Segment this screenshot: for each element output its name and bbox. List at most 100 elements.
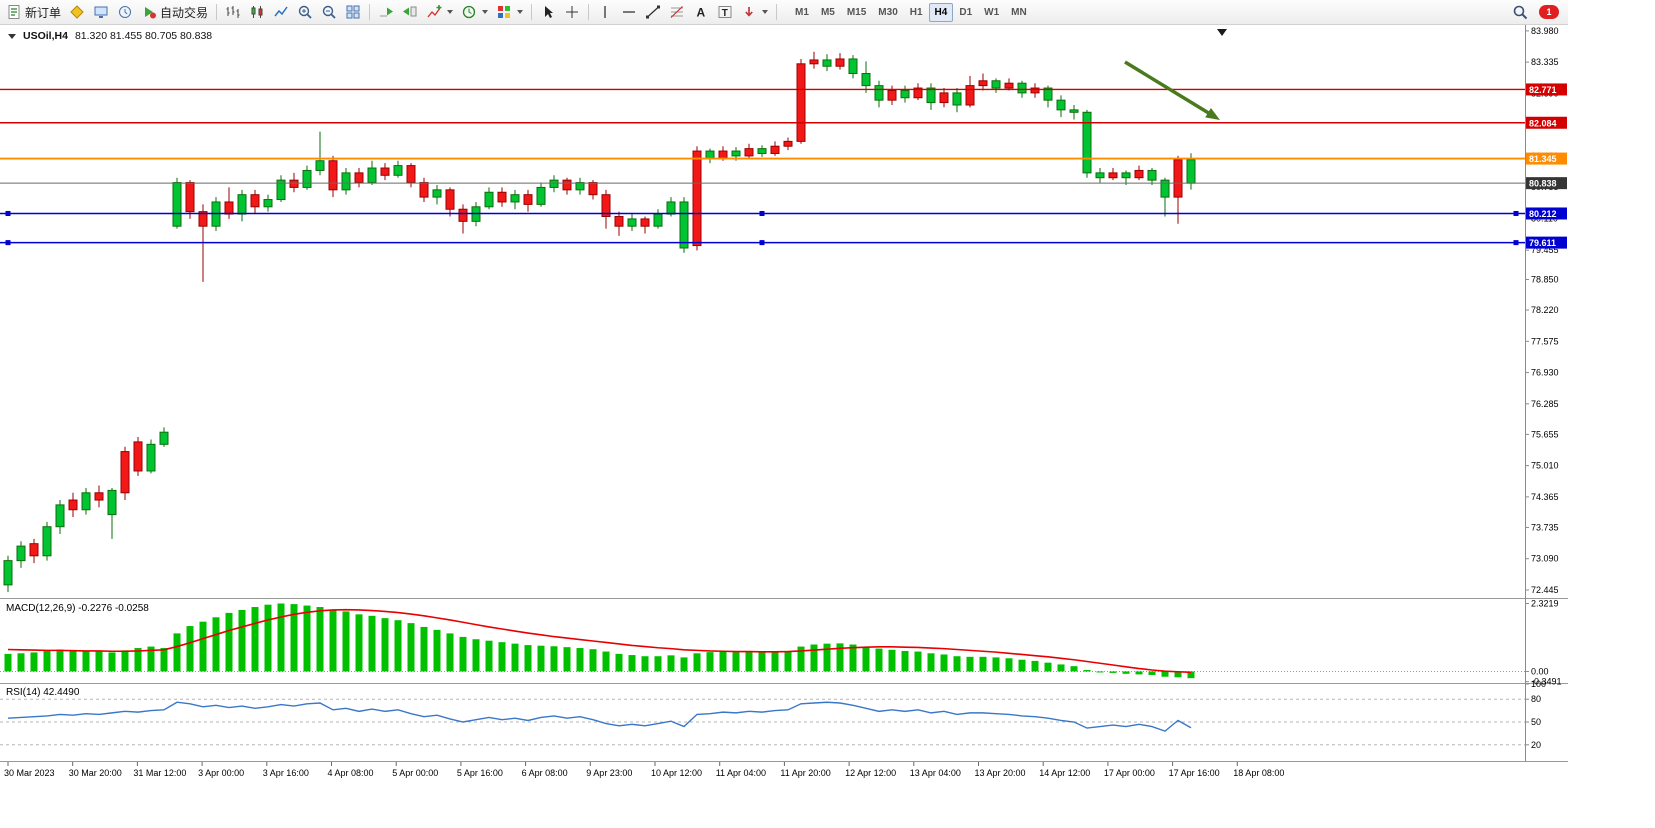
auto-trading-button[interactable]: 自动交易	[137, 2, 212, 23]
svg-text:9 Apr 23:00: 9 Apr 23:00	[586, 768, 632, 778]
vertical-line-tool-button[interactable]	[593, 2, 617, 23]
timeframe-mn[interactable]: MN	[1005, 3, 1033, 22]
ohlc-bars-icon	[226, 6, 240, 18]
chart-ohlc-values: 81.320 81.455 80.705 80.838	[74, 30, 213, 42]
svg-text:13 Apr 04:00: 13 Apr 04:00	[910, 768, 961, 778]
svg-text:75.010: 75.010	[1531, 461, 1559, 471]
svg-text:72.445: 72.445	[1531, 585, 1559, 595]
svg-text:A: A	[697, 6, 706, 20]
svg-text:100: 100	[1531, 679, 1546, 689]
horizontal-lines[interactable]	[0, 88, 1525, 246]
rsi-panel: 100 80 50 20 RSI(14) 42.4490	[0, 679, 1546, 750]
toolbar-separator	[369, 4, 371, 20]
price-level-badge	[1526, 83, 1567, 96]
trend-arrow-annotation[interactable]	[1124, 60, 1220, 120]
metaeditor-button[interactable]	[65, 2, 89, 23]
svg-text:82.084: 82.084	[1529, 118, 1557, 128]
zoom-in-button[interactable]	[293, 2, 317, 23]
price-axis[interactable]: 83.98083.33582.69082.04581.40080.75580.1…	[1525, 26, 1567, 595]
svg-text:31 Mar 12:00: 31 Mar 12:00	[133, 768, 186, 778]
timeframe-m1[interactable]: M1	[789, 3, 815, 22]
toolbar: 新订单 自动交易	[0, 0, 1568, 25]
ohlc-bars-button[interactable]	[221, 2, 245, 23]
svg-text:17 Apr 16:00: 17 Apr 16:00	[1169, 768, 1220, 778]
tile-windows-button[interactable]	[341, 2, 365, 23]
data-window-button[interactable]	[113, 2, 137, 23]
svg-text:74.365: 74.365	[1531, 492, 1559, 502]
timeframe-group: M1 M5 M15 M30 H1 H4 D1 W1 MN	[789, 2, 1033, 22]
svg-text:6 Apr 08:00: 6 Apr 08:00	[522, 768, 568, 778]
down-triangle-marker[interactable]	[1217, 29, 1227, 36]
periods-button[interactable]	[457, 2, 492, 23]
horizontal-line-tool-button[interactable]	[617, 2, 641, 23]
timeframe-m30[interactable]: M30	[872, 3, 903, 22]
metaeditor-icon	[70, 5, 84, 19]
svg-text:3 Apr 16:00: 3 Apr 16:00	[263, 768, 309, 778]
candlestick-mode-button[interactable]	[245, 2, 269, 23]
time-axis[interactable]: 30 Mar 2023 30 Mar 20:00 31 Mar 12:00 3 Apr…	[4, 762, 1284, 778]
svg-text:81.345: 81.345	[1529, 154, 1557, 164]
macd-label: MACD(12,26,9) -0.2276 -0.0258	[6, 603, 149, 614]
templates-button[interactable]	[492, 2, 527, 23]
text-label-tool-button[interactable]: T	[713, 2, 737, 23]
svg-text:5 Apr 16:00: 5 Apr 16:00	[457, 768, 503, 778]
timeframe-h4[interactable]: H4	[928, 2, 954, 22]
crosshair-tool-button[interactable]	[560, 2, 584, 23]
timeframe-m5[interactable]: M5	[815, 3, 841, 22]
cursor-tool-button[interactable]	[536, 2, 560, 23]
price-level-badge	[1526, 177, 1567, 190]
svg-text:82.771: 82.771	[1529, 85, 1557, 95]
svg-text:T: T	[722, 8, 728, 19]
timeframe-h1[interactable]: H1	[904, 3, 929, 22]
chevron-down-icon	[447, 10, 454, 14]
text-tool-button[interactable]: A	[689, 2, 713, 23]
auto-scroll-button[interactable]	[374, 2, 398, 23]
svg-text:80: 80	[1531, 694, 1541, 704]
notification-badge[interactable]: 1	[1539, 5, 1559, 19]
svg-text:79.611: 79.611	[1529, 238, 1556, 248]
timeframe-d1[interactable]: D1	[953, 3, 978, 22]
indicators-button[interactable]	[422, 2, 457, 23]
mt4-window: 新订单 自动交易	[0, 0, 1568, 828]
zoom-in-icon	[298, 5, 312, 19]
vertical-line-icon	[604, 6, 606, 18]
arrow-shape-icon	[745, 7, 753, 17]
svg-text:76.285: 76.285	[1531, 399, 1559, 409]
svg-text:12 Apr 12:00: 12 Apr 12:00	[845, 768, 896, 778]
line-chart-icon	[274, 6, 288, 17]
one-click-trading-toggle[interactable]	[8, 33, 16, 39]
new-order-icon	[8, 5, 20, 19]
auto-trading-icon	[145, 7, 157, 19]
price-level-badge	[1526, 116, 1567, 129]
search-button[interactable]	[1508, 2, 1532, 23]
fibonacci-tool-button[interactable]	[665, 2, 689, 23]
line-chart-button[interactable]	[269, 2, 293, 23]
chart-header: USOil,H4 81.320 81.455 80.705 80.838	[8, 30, 212, 42]
timeframe-w1[interactable]: W1	[978, 3, 1005, 22]
chevron-down-icon	[762, 10, 769, 14]
rsi-label: RSI(14) 42.4490	[6, 687, 80, 698]
toolbar-separator	[588, 4, 590, 20]
svg-text:5 Apr 00:00: 5 Apr 00:00	[392, 768, 438, 778]
zoom-out-button[interactable]	[317, 2, 341, 23]
chart-shift-button[interactable]	[398, 2, 422, 23]
chart-canvas[interactable]: 83.98083.33582.69082.04581.40080.75580.1…	[0, 24, 1568, 828]
auto-scroll-icon	[380, 7, 394, 17]
market-watch-button[interactable]	[89, 2, 113, 23]
cursor-icon	[545, 6, 554, 18]
crosshair-icon	[566, 6, 579, 18]
templates-icon	[498, 6, 511, 18]
timeframe-m15[interactable]: M15	[841, 3, 872, 22]
chevron-down-icon	[482, 10, 489, 14]
data-window-icon	[119, 6, 132, 18]
text-a-icon: A	[697, 6, 706, 20]
svg-text:4 Apr 08:00: 4 Apr 08:00	[328, 768, 374, 778]
arrows-tool-button[interactable]	[737, 2, 772, 23]
svg-text:2.3219: 2.3219	[1531, 598, 1559, 608]
trendline-tool-button[interactable]	[641, 2, 665, 23]
new-order-button[interactable]: 新订单	[2, 2, 65, 23]
svg-text:80.212: 80.212	[1529, 209, 1557, 219]
tile-windows-icon	[346, 5, 360, 19]
periods-clock-icon	[462, 5, 476, 19]
svg-text:75.655: 75.655	[1531, 429, 1559, 439]
